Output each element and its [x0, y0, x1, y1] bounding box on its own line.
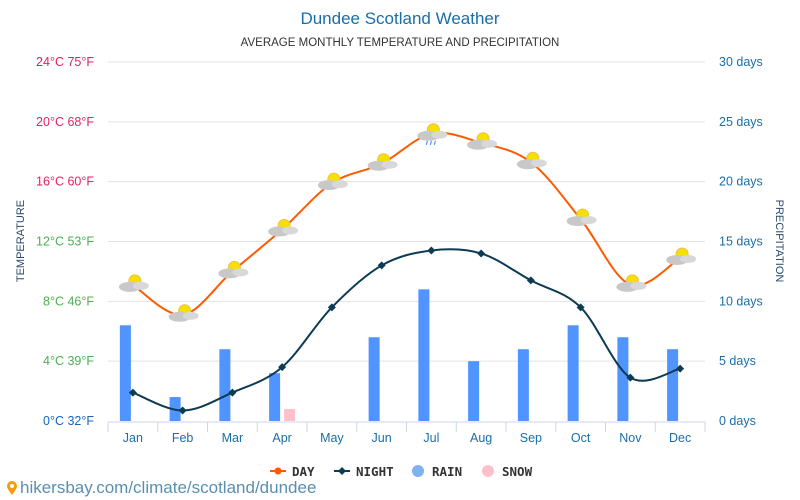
left-tick-label: 8°C 46°F: [43, 294, 94, 308]
night-point: [576, 303, 585, 312]
legend-label: DAY: [292, 464, 315, 479]
x-tick-label: Nov: [619, 431, 642, 445]
partly-cloudy-icon: [666, 247, 697, 265]
left-tick-label: 12°C 53°F: [36, 235, 94, 249]
y-axis-left-label: TEMPERATURE: [15, 200, 27, 282]
rain-drops-icon: [425, 140, 436, 145]
chart-title: Dundee Scotland Weather: [300, 9, 499, 28]
x-tick-label: Jan: [123, 431, 143, 445]
right-tick-label: 5 days: [719, 354, 756, 368]
night-point: [128, 388, 137, 397]
footer-url[interactable]: hikersbay.com/climate/scotland/dundee: [20, 478, 317, 497]
night-line: [132, 248, 681, 412]
night-point: [377, 261, 386, 270]
x-tick-label: Aug: [470, 431, 492, 445]
night-point: [526, 276, 535, 285]
x-tick-label: Apr: [272, 431, 291, 445]
rain-bar: [418, 289, 430, 421]
rain-bar: [368, 337, 380, 421]
chart-subtitle: AVERAGE MONTHLY TEMPERATURE AND PRECIPIT…: [241, 37, 560, 49]
x-tick-label: Dec: [669, 431, 691, 445]
night-point: [676, 364, 685, 373]
rain-bar: [468, 361, 480, 421]
night-point: [327, 303, 336, 312]
cloud-icon: [331, 180, 348, 189]
rain-bar: [517, 349, 529, 421]
footer-link[interactable]: hikersbay.com/climate/scotland/dundee: [6, 478, 316, 498]
x-tick-label: Oct: [571, 431, 591, 445]
cloud-icon: [630, 281, 647, 290]
partly-cloudy-icon: [317, 172, 348, 191]
cloud-icon: [132, 281, 149, 290]
partly-cloudy-icon: [168, 304, 199, 322]
cloud-icon: [282, 226, 299, 235]
right-tick-label: 10 days: [719, 294, 763, 308]
right-tick-label: 0 days: [719, 414, 756, 428]
rain-bar: [667, 349, 679, 421]
x-tick-label: May: [320, 431, 344, 445]
cloud-icon: [580, 216, 597, 225]
night-point: [278, 363, 287, 372]
legend-label: SNOW: [502, 464, 533, 479]
left-tick-label: 4°C 39°F: [43, 354, 94, 368]
rain-bar: [269, 373, 281, 421]
right-tick-label: 25 days: [719, 115, 763, 129]
rain-legend-icon: [412, 465, 424, 477]
snow-bar: [284, 409, 296, 421]
cloud-icon: [232, 268, 249, 277]
left-tick-label: 16°C 60°F: [36, 175, 94, 189]
partly-cloudy-icon: [218, 260, 249, 279]
right-tick-label: 15 days: [719, 235, 763, 249]
day-line: [132, 131, 681, 316]
rain-bar: [617, 337, 629, 421]
partly-cloudy-icon: [516, 151, 547, 170]
partly-cloudy-icon: [417, 123, 448, 145]
night-point: [228, 388, 237, 397]
map-pin-icon: [7, 481, 17, 495]
right-tick-label: 20 days: [719, 175, 763, 189]
x-tick-label: Jun: [372, 431, 392, 445]
x-tick-label: Sep: [520, 431, 542, 445]
partly-cloudy-icon: [118, 274, 149, 292]
left-tick-label: 20°C 68°F: [36, 115, 94, 129]
cloud-icon: [182, 311, 199, 320]
partly-cloudy-icon: [616, 274, 647, 292]
x-tick-label: Jul: [423, 431, 439, 445]
rain-bar: [219, 349, 231, 421]
cloud-icon: [381, 160, 398, 169]
night-legend-marker: [338, 467, 346, 475]
cloud-icon: [680, 254, 697, 263]
left-tick-label: 24°C 75°F: [36, 55, 94, 69]
legend-label: RAIN: [432, 464, 462, 479]
night-point: [427, 246, 436, 255]
x-tick-label: Feb: [172, 431, 194, 445]
x-tick-label: Mar: [222, 431, 244, 445]
rain-bar: [119, 325, 131, 421]
rain-bar: [567, 325, 579, 421]
cloud-icon: [431, 130, 448, 139]
night-point: [626, 373, 635, 382]
y-axis-right-label: PRECIPITATION: [773, 200, 785, 283]
night-point: [477, 249, 486, 258]
cloud-icon: [481, 139, 498, 148]
legend-label: NIGHT: [356, 464, 394, 479]
night-point: [178, 406, 187, 415]
day-legend-marker: [274, 467, 282, 475]
cloud-icon: [530, 159, 547, 168]
partly-cloudy-icon: [268, 219, 299, 237]
partly-cloudy-icon: [566, 208, 597, 227]
right-tick-label: 30 days: [719, 55, 763, 69]
snow-legend-icon: [482, 465, 494, 477]
left-tick-label: 0°C 32°F: [43, 414, 94, 428]
partly-cloudy-icon: [367, 153, 398, 171]
partly-cloudy-icon: [467, 132, 498, 150]
